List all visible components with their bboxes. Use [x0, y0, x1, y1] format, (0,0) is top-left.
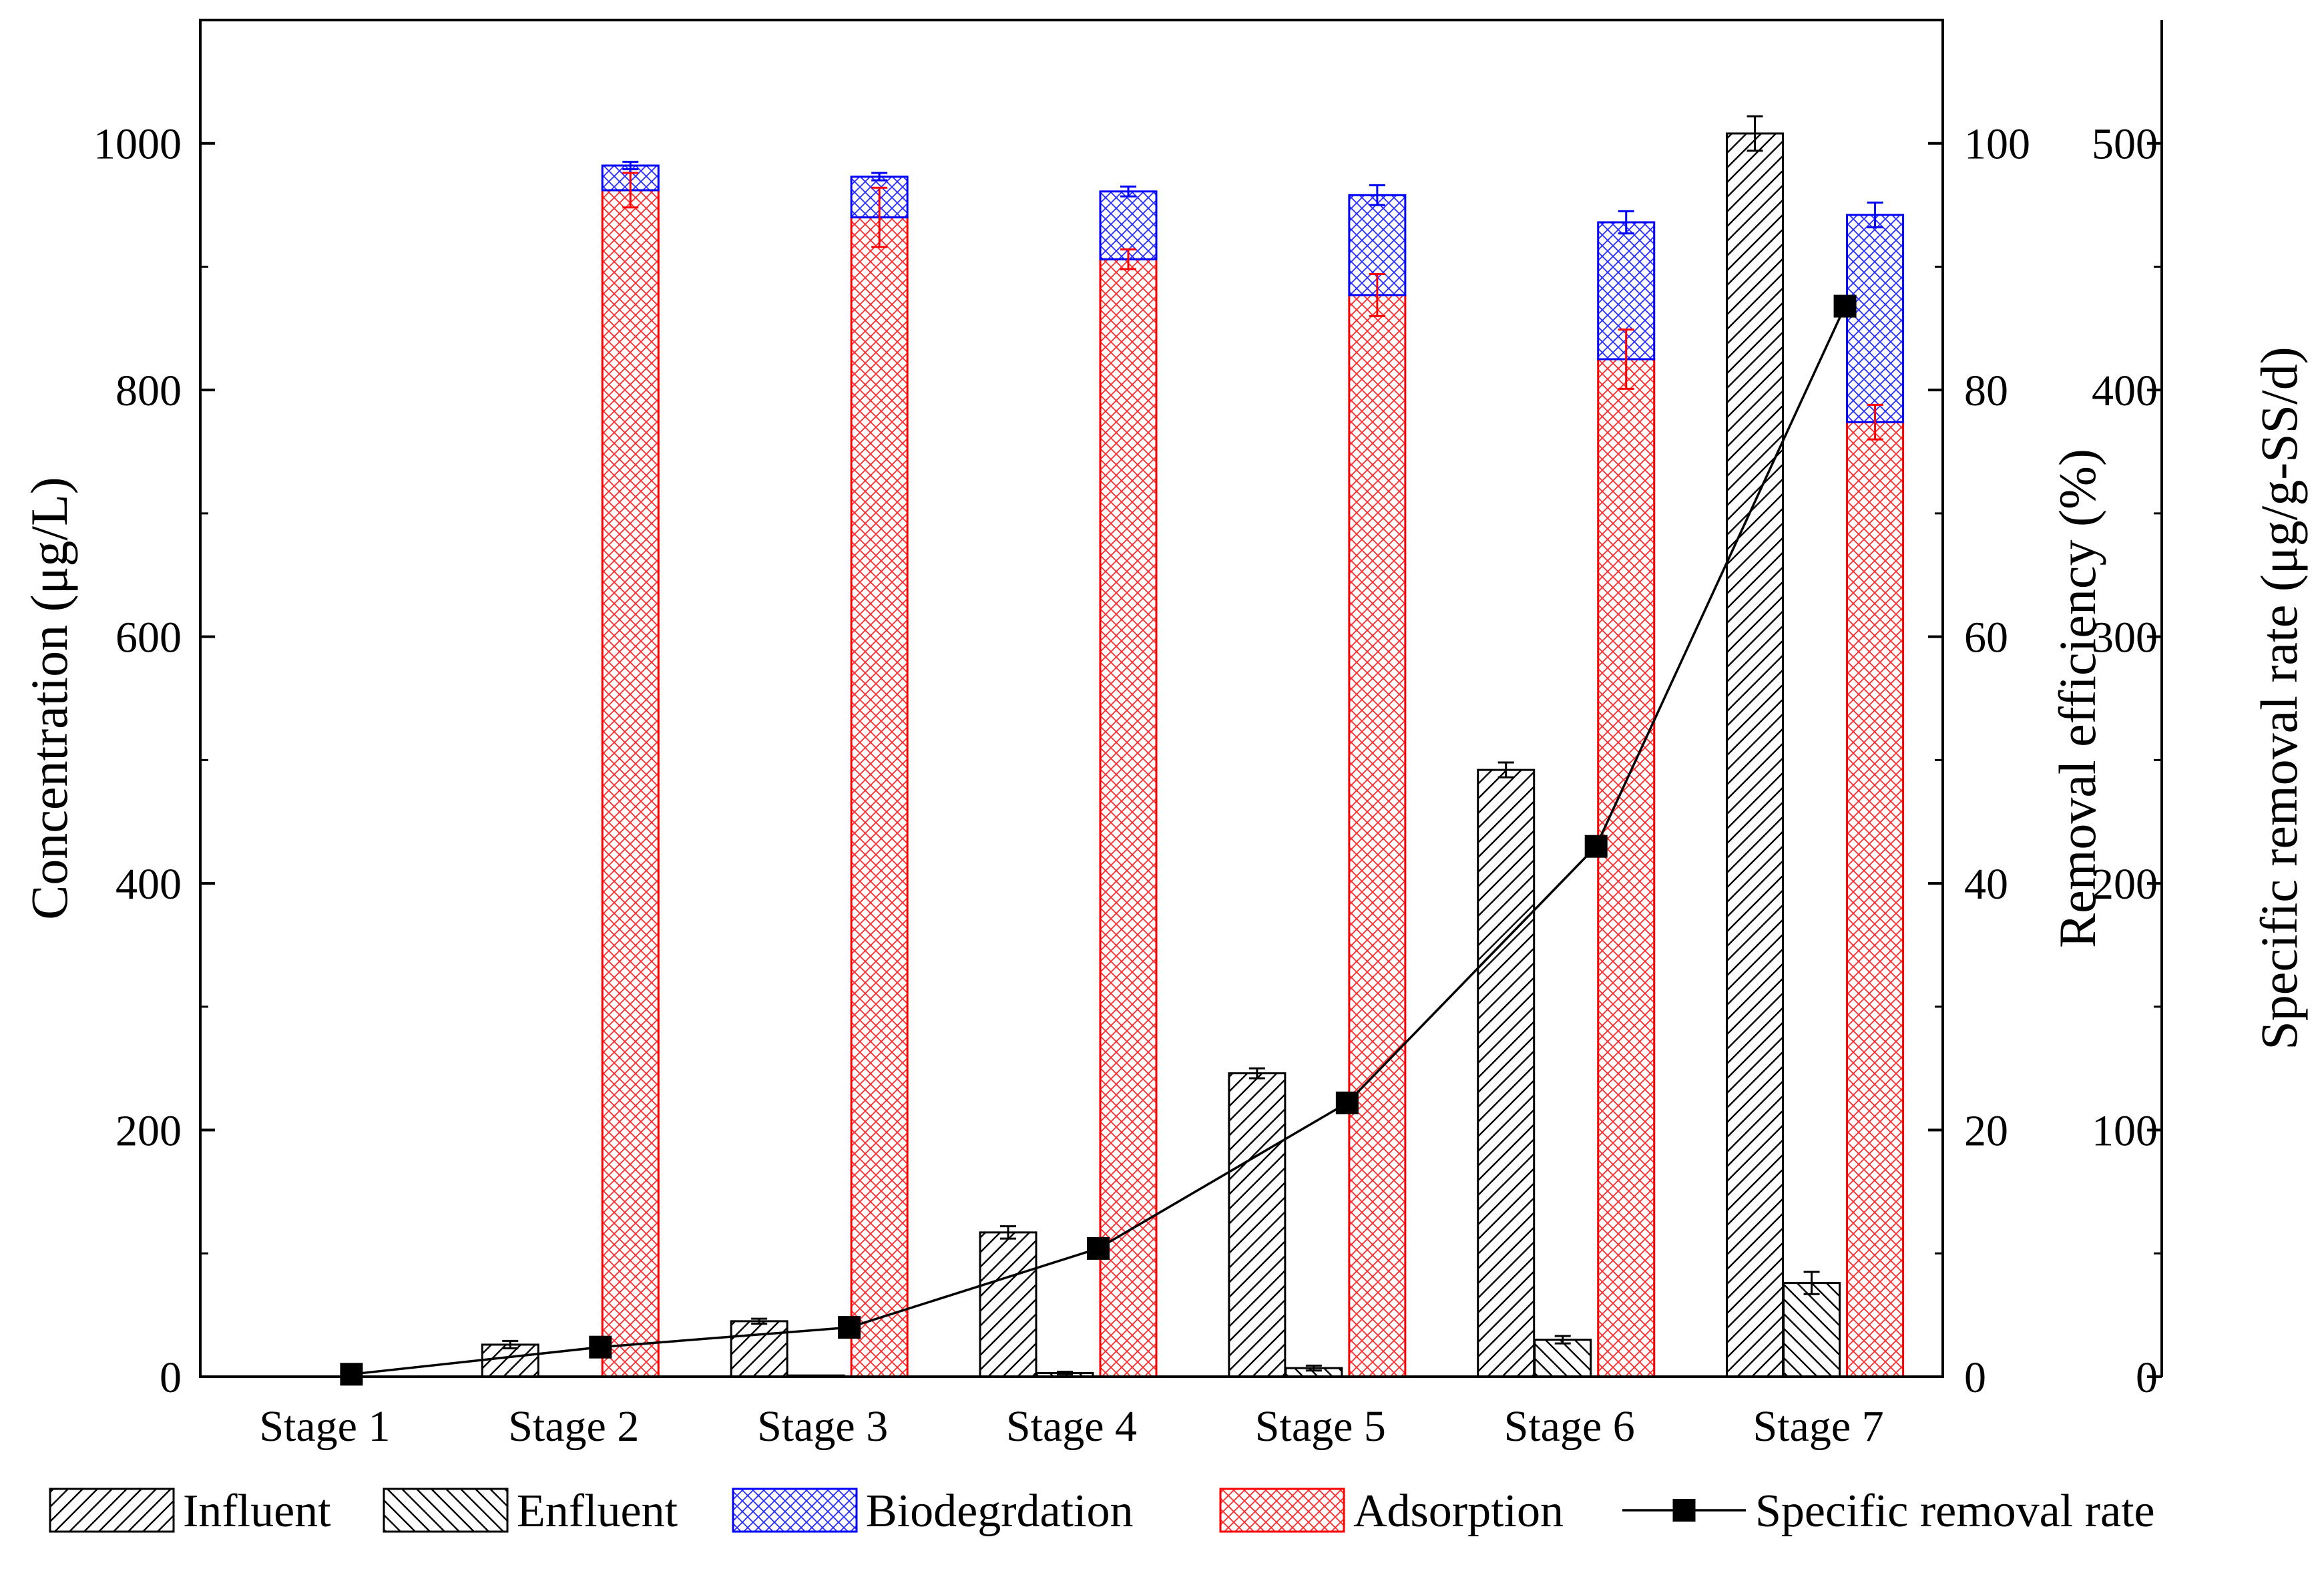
- left-axis-tick-label: 1000: [93, 120, 182, 169]
- specific-removal-rate-point: [1584, 835, 1608, 858]
- legend: Influent Enfluent Biodegrdation Adsorption S…: [49, 1486, 2155, 1537]
- legend-label-enfluent: Enfluent: [517, 1486, 678, 1537]
- right-axis-tick-label: 0: [1964, 1353, 1986, 1402]
- enfluent-error-bar: [1554, 1335, 1571, 1345]
- right-axis-title: Removal efficiency (%): [2048, 449, 2106, 948]
- legend-label-biodegrdation: Biodegrdation: [866, 1486, 1133, 1537]
- specific-removal-rate-point: [838, 1316, 861, 1339]
- enfluent-bar: [1783, 1282, 1841, 1378]
- bars-layer: [481, 115, 1905, 1378]
- adsorption-error-bar: [1120, 248, 1136, 270]
- adsorption-error-bar: [1369, 273, 1385, 317]
- right-axis-tick-label: 60: [1964, 614, 2008, 662]
- second-right-axis-tick-label: 500: [2092, 120, 2158, 169]
- right-axis-tick-label: 20: [1964, 1107, 2008, 1156]
- left-axis-tick-label: 400: [115, 860, 182, 909]
- influent-bar: [730, 1320, 788, 1378]
- legend-swatch-adsorption: [1219, 1488, 1345, 1533]
- biodegradation-error-bar: [871, 172, 888, 182]
- adsorption-error-bar: [1867, 403, 1883, 441]
- legend-label-adsorption: Adsorption: [1353, 1486, 1564, 1537]
- adsorption-bar: [1597, 358, 1656, 1378]
- right-axis-tick-label: 100: [1964, 120, 2030, 169]
- line-layer: [340, 294, 1857, 1386]
- influent-error-bar: [751, 1317, 768, 1325]
- left-axis-tick-label: 600: [115, 614, 182, 662]
- axes-layer: 0200400600800100002040608010001002003004…: [20, 19, 2308, 1451]
- x-axis-category-label: Stage 2: [508, 1402, 639, 1451]
- left-axis-tick-label: 800: [115, 367, 182, 415]
- legend-swatch-enfluent: [383, 1488, 509, 1533]
- adsorption-bar: [601, 189, 660, 1378]
- influent-error-bar: [1000, 1225, 1016, 1240]
- specific-removal-rate-point: [1335, 1091, 1359, 1114]
- second-right-axis-tick-label: 300: [2092, 614, 2158, 662]
- second-right-axis-title: Specific removal rate (μg/g-SS/d): [2250, 347, 2308, 1050]
- left-axis-title: Concentration (μg/L): [20, 477, 78, 919]
- specific-removal-rate-point: [589, 1335, 612, 1359]
- influent-error-bar: [1747, 115, 1763, 152]
- x-axis-category-label: Stage 5: [1255, 1402, 1386, 1451]
- enfluent-error-bar: [1057, 1371, 1073, 1375]
- influent-error-bar: [1248, 1067, 1265, 1080]
- influent-bar: [1477, 768, 1536, 1378]
- legend-label-specific-removal-rate: Specific removal rate: [1755, 1486, 2155, 1537]
- biodegradation-error-bar: [1867, 201, 1883, 228]
- enfluent-bar: [1534, 1339, 1592, 1378]
- biodegradation-error-bar: [1120, 185, 1136, 198]
- influent-bar: [481, 1343, 539, 1378]
- biodegradation-error-bar: [622, 160, 639, 171]
- plot-frame: [199, 19, 1944, 1378]
- adsorption-error-bar: [622, 172, 639, 209]
- specific-removal-rate-point: [1833, 294, 1857, 318]
- x-axis-category-label: Stage 6: [1504, 1402, 1635, 1451]
- specific-removal-rate-point: [340, 1363, 363, 1386]
- influent-bar: [1726, 132, 1785, 1378]
- adsorption-bar: [1846, 421, 1905, 1378]
- influent-error-bar: [502, 1339, 519, 1350]
- influent-bar: [979, 1231, 1037, 1378]
- biodegradation-bar: [1846, 214, 1905, 423]
- right-axis-tick-label: 40: [1964, 860, 2008, 909]
- legend-swatch-biodegrdation: [732, 1488, 858, 1533]
- adsorption-bar: [850, 216, 909, 1378]
- second-right-axis-tick-label: 0: [2136, 1353, 2158, 1402]
- adsorption-error-bar: [1618, 328, 1634, 390]
- x-axis-category-label: Stage 7: [1753, 1402, 1884, 1451]
- second-right-axis-tick-label: 200: [2092, 860, 2158, 909]
- second-right-axis-tick-label: 400: [2092, 367, 2158, 415]
- legend-marker-specific-removal-rate: [1672, 1499, 1696, 1522]
- right-axis-tick-label: 80: [1964, 367, 2008, 415]
- influent-bar: [1228, 1072, 1287, 1378]
- adsorption-bar: [1099, 258, 1158, 1378]
- legend-label-influent: Influent: [183, 1486, 331, 1537]
- influent-error-bar: [1497, 761, 1514, 778]
- biodegradation-bar: [1099, 190, 1158, 260]
- second-right-axis-tick-label: 100: [2092, 1107, 2158, 1156]
- specific-removal-rate-point: [1087, 1237, 1110, 1260]
- enfluent-error-bar: [1305, 1364, 1322, 1372]
- x-axis-category-label: Stage 1: [259, 1402, 390, 1451]
- adsorption-error-bar: [871, 186, 888, 248]
- left-axis-tick-label: 0: [160, 1353, 182, 1402]
- biodegradation-error-bar: [1369, 184, 1385, 206]
- enfluent-error-bar: [1803, 1271, 1820, 1295]
- left-axis-tick-label: 200: [115, 1107, 182, 1156]
- biodegradation-error-bar: [1618, 210, 1634, 235]
- x-axis-category-label: Stage 3: [757, 1402, 888, 1451]
- x-axis-category-label: Stage 4: [1006, 1402, 1137, 1451]
- legend-swatch-influent: [49, 1488, 175, 1533]
- adsorption-bar: [1348, 294, 1407, 1378]
